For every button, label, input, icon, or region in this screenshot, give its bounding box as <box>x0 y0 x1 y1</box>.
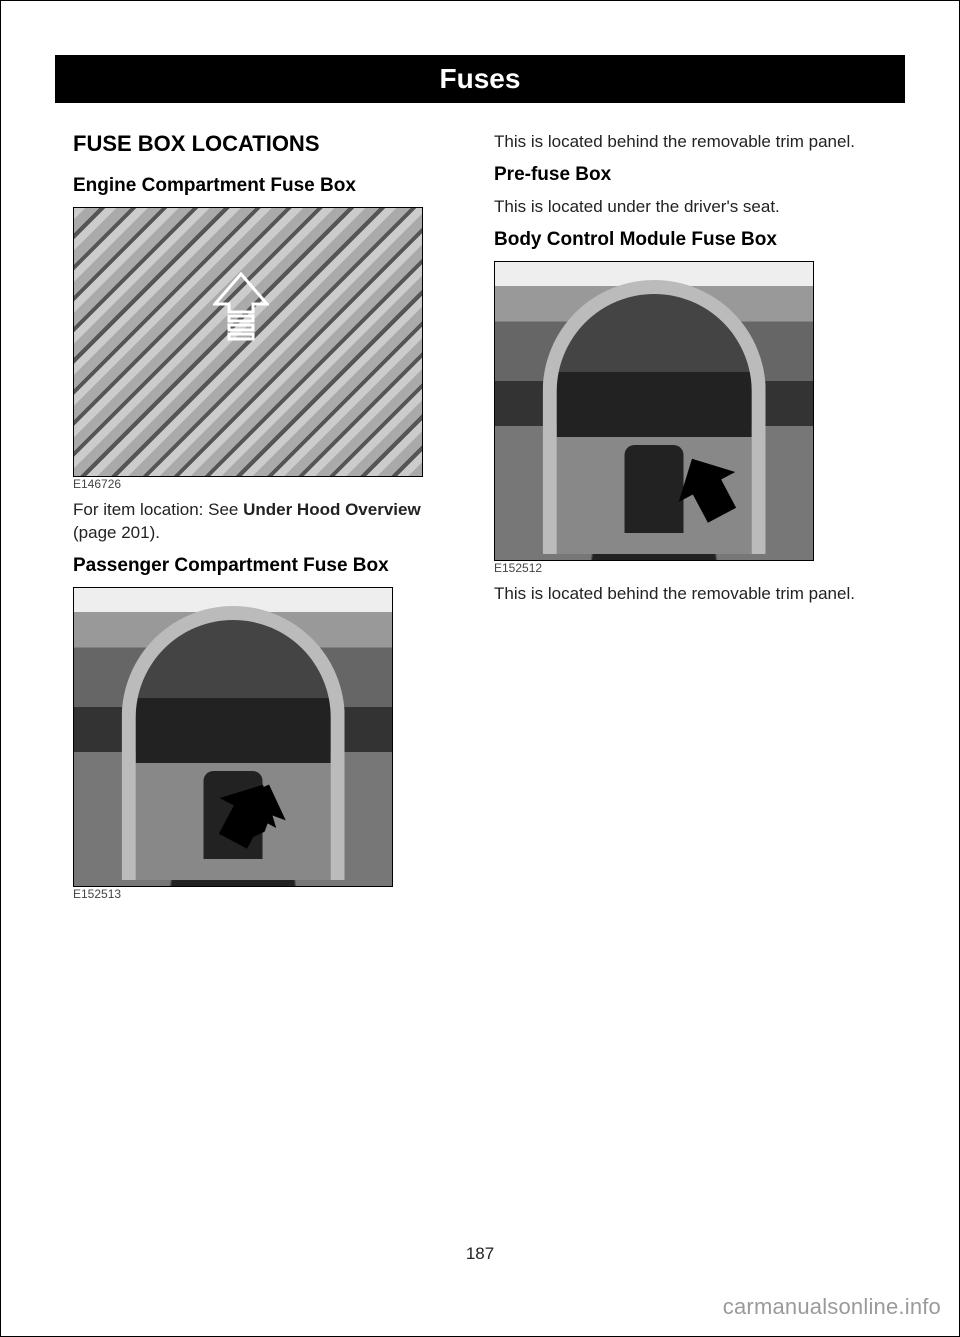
chapter-header-band: Fuses <box>55 55 905 103</box>
illustration-engine <box>74 208 422 476</box>
subheading-prefuse-box: Pre-fuse Box <box>494 164 887 186</box>
figure-box <box>494 261 814 561</box>
manual-page: Fuses FUSE BOX LOCATIONS Engine Compartm… <box>0 0 960 1337</box>
paragraph-under-seat: This is located under the driver's seat. <box>494 196 887 219</box>
figure-caption: E146726 <box>73 477 466 491</box>
right-column: This is located behind the removable tri… <box>494 131 887 1226</box>
content-columns: FUSE BOX LOCATIONS Engine Compartment Fu… <box>73 131 887 1226</box>
figure-caption: E152513 <box>73 887 466 901</box>
figure-caption: E152512 <box>494 561 887 575</box>
watermark-text: carmanualsonline.info <box>723 1294 941 1320</box>
left-column: FUSE BOX LOCATIONS Engine Compartment Fu… <box>73 131 466 1226</box>
subheading-engine-fusebox: Engine Compartment Fuse Box <box>73 175 466 197</box>
figure-passenger-fusebox: E152513 <box>73 587 466 901</box>
figure-bcm-fusebox: E152512 <box>494 261 887 575</box>
xref-under-hood: Under Hood Overview <box>243 500 421 519</box>
section-heading: FUSE BOX LOCATIONS <box>73 131 466 157</box>
figure-box <box>73 587 393 887</box>
arrow-up-left-icon <box>667 447 747 527</box>
page-number: 187 <box>1 1244 959 1264</box>
figure-engine-fusebox: E146726 <box>73 207 466 491</box>
chapter-title: Fuses <box>440 63 521 95</box>
illustration-console <box>495 262 813 560</box>
paragraph-trim-panel-1: This is located behind the removable tri… <box>494 131 887 154</box>
arrow-up-icon <box>213 272 269 350</box>
text: (page 201). <box>73 523 160 542</box>
subheading-passenger-fusebox: Passenger Compartment Fuse Box <box>73 555 466 577</box>
illustration-console <box>74 588 392 886</box>
figure-box <box>73 207 423 477</box>
subheading-bcm-fusebox: Body Control Module Fuse Box <box>494 229 887 251</box>
paragraph-trim-panel-2: This is located behind the removable tri… <box>494 583 887 606</box>
text: For item location: See <box>73 500 243 519</box>
arrow-up-right-icon <box>208 773 288 853</box>
paragraph-item-location: For item location: See Under Hood Overvi… <box>73 499 466 545</box>
